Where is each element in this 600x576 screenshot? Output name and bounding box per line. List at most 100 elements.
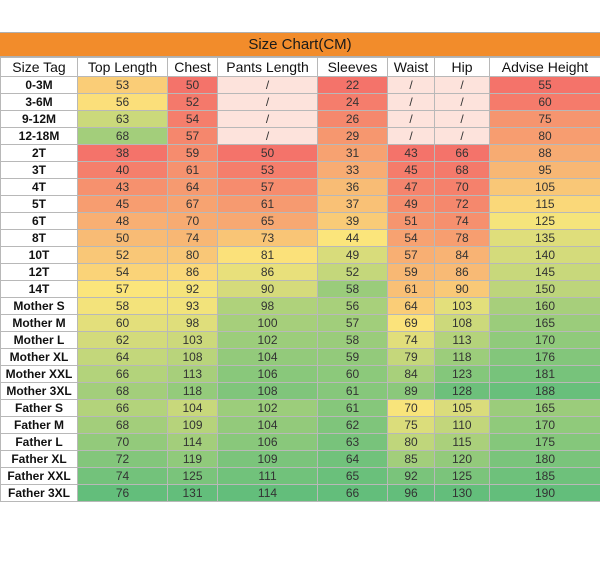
sleeves-cell: 36 [317, 178, 388, 196]
hip-cell: 128 [434, 382, 490, 400]
top-length-cell: 68 [77, 382, 168, 400]
table-row: Father L 70 114 106 63 80 115 175 [0, 433, 600, 451]
hip-cell: 84 [434, 246, 490, 264]
header-advise-height: Advise Height [489, 57, 600, 77]
waist-cell: 70 [387, 399, 435, 417]
top-length-cell: 60 [77, 314, 168, 332]
header-waist: Waist [387, 57, 435, 77]
chest-cell: 125 [167, 467, 218, 485]
hip-cell: 74 [434, 212, 490, 230]
top-length-cell: 56 [77, 93, 168, 111]
size-tag-cell: Mother 3XL [0, 382, 78, 400]
waist-cell: 75 [387, 416, 435, 434]
top-length-cell: 43 [77, 178, 168, 196]
size-tag-cell: Father 3XL [0, 484, 78, 502]
table-row: Mother XL 64 108 104 59 79 118 176 [0, 348, 600, 366]
sleeves-cell: 57 [317, 314, 388, 332]
pants-length-cell: 50 [217, 144, 318, 162]
advise-height-cell: 135 [489, 229, 600, 247]
sleeves-cell: 58 [317, 331, 388, 349]
top-length-cell: 68 [77, 127, 168, 145]
table-row: Mother XXL 66 113 106 60 84 123 181 [0, 365, 600, 383]
table-row: 2T 38 59 50 31 43 66 88 [0, 144, 600, 162]
header-chest: Chest [167, 57, 218, 77]
top-length-cell: 45 [77, 195, 168, 213]
header-sleeves: Sleeves [317, 57, 388, 77]
pants-length-cell: 65 [217, 212, 318, 230]
advise-height-cell: 105 [489, 178, 600, 196]
top-length-cell: 57 [77, 280, 168, 298]
top-length-cell: 76 [77, 484, 168, 502]
top-length-cell: 53 [77, 76, 168, 94]
hip-cell: 68 [434, 161, 490, 179]
table-row: Father XXL 74 125 111 65 92 125 185 [0, 467, 600, 485]
table-row: 12T 54 86 86 52 59 86 145 [0, 263, 600, 281]
top-length-cell: 54 [77, 263, 168, 281]
size-chart-sheet: Size Chart(CM) Size Tag Top Length Chest Pa… [0, 32, 600, 502]
waist-cell: 45 [387, 161, 435, 179]
sleeves-cell: 64 [317, 450, 388, 468]
pants-length-cell: / [217, 93, 318, 111]
top-length-cell: 68 [77, 416, 168, 434]
pants-length-cell: 100 [217, 314, 318, 332]
chest-cell: 59 [167, 144, 218, 162]
hip-cell: 113 [434, 331, 490, 349]
top-length-cell: 38 [77, 144, 168, 162]
waist-cell: 92 [387, 467, 435, 485]
sleeves-cell: 37 [317, 195, 388, 213]
waist-cell: 64 [387, 297, 435, 315]
chest-cell: 74 [167, 229, 218, 247]
table-row: 5T 45 67 61 37 49 72 115 [0, 195, 600, 213]
advise-height-cell: 185 [489, 467, 600, 485]
pants-length-cell: 109 [217, 450, 318, 468]
size-tag-cell: 3-6M [0, 93, 78, 111]
chest-cell: 80 [167, 246, 218, 264]
chest-cell: 57 [167, 127, 218, 145]
table-row: 14T 57 92 90 58 61 90 150 [0, 280, 600, 298]
size-tag-cell: Mother XL [0, 348, 78, 366]
table-row: 6T 48 70 65 39 51 74 125 [0, 212, 600, 230]
chest-cell: 50 [167, 76, 218, 94]
size-tag-cell: 9-12M [0, 110, 78, 128]
hip-cell: 108 [434, 314, 490, 332]
hip-cell: 105 [434, 399, 490, 417]
sleeves-cell: 63 [317, 433, 388, 451]
size-tag-cell: 0-3M [0, 76, 78, 94]
table-row: Father M 68 109 104 62 75 110 170 [0, 416, 600, 434]
top-length-cell: 74 [77, 467, 168, 485]
waist-cell: 43 [387, 144, 435, 162]
size-tag-cell: 6T [0, 212, 78, 230]
waist-cell: 61 [387, 280, 435, 298]
top-length-cell: 64 [77, 348, 168, 366]
sleeves-cell: 44 [317, 229, 388, 247]
header-row: Size Tag Top Length Chest Pants Length Sleev… [0, 57, 600, 77]
waist-cell: 84 [387, 365, 435, 383]
advise-height-cell: 75 [489, 110, 600, 128]
chest-cell: 93 [167, 297, 218, 315]
advise-height-cell: 125 [489, 212, 600, 230]
header-top-length: Top Length [77, 57, 168, 77]
table-row: 8T 50 74 73 44 54 78 135 [0, 229, 600, 247]
size-tag-cell: 12T [0, 263, 78, 281]
hip-cell: 86 [434, 263, 490, 281]
advise-height-cell: 55 [489, 76, 600, 94]
advise-height-cell: 160 [489, 297, 600, 315]
hip-cell: 70 [434, 178, 490, 196]
waist-cell: / [387, 127, 435, 145]
pants-length-cell: 61 [217, 195, 318, 213]
waist-cell: 96 [387, 484, 435, 502]
table-row: 10T 52 80 81 49 57 84 140 [0, 246, 600, 264]
sleeves-cell: 26 [317, 110, 388, 128]
waist-cell: 85 [387, 450, 435, 468]
table-row: 9-12M 63 54/26//75 [0, 110, 600, 128]
advise-height-cell: 80 [489, 127, 600, 145]
top-length-cell: 62 [77, 331, 168, 349]
hip-cell: / [434, 76, 490, 94]
table-row: Mother L 62 103 102 58 74 113 170 [0, 331, 600, 349]
sleeves-cell: 24 [317, 93, 388, 111]
sleeves-cell: 29 [317, 127, 388, 145]
pants-length-cell: 57 [217, 178, 318, 196]
advise-height-cell: 150 [489, 280, 600, 298]
chest-cell: 67 [167, 195, 218, 213]
pants-length-cell: 106 [217, 433, 318, 451]
